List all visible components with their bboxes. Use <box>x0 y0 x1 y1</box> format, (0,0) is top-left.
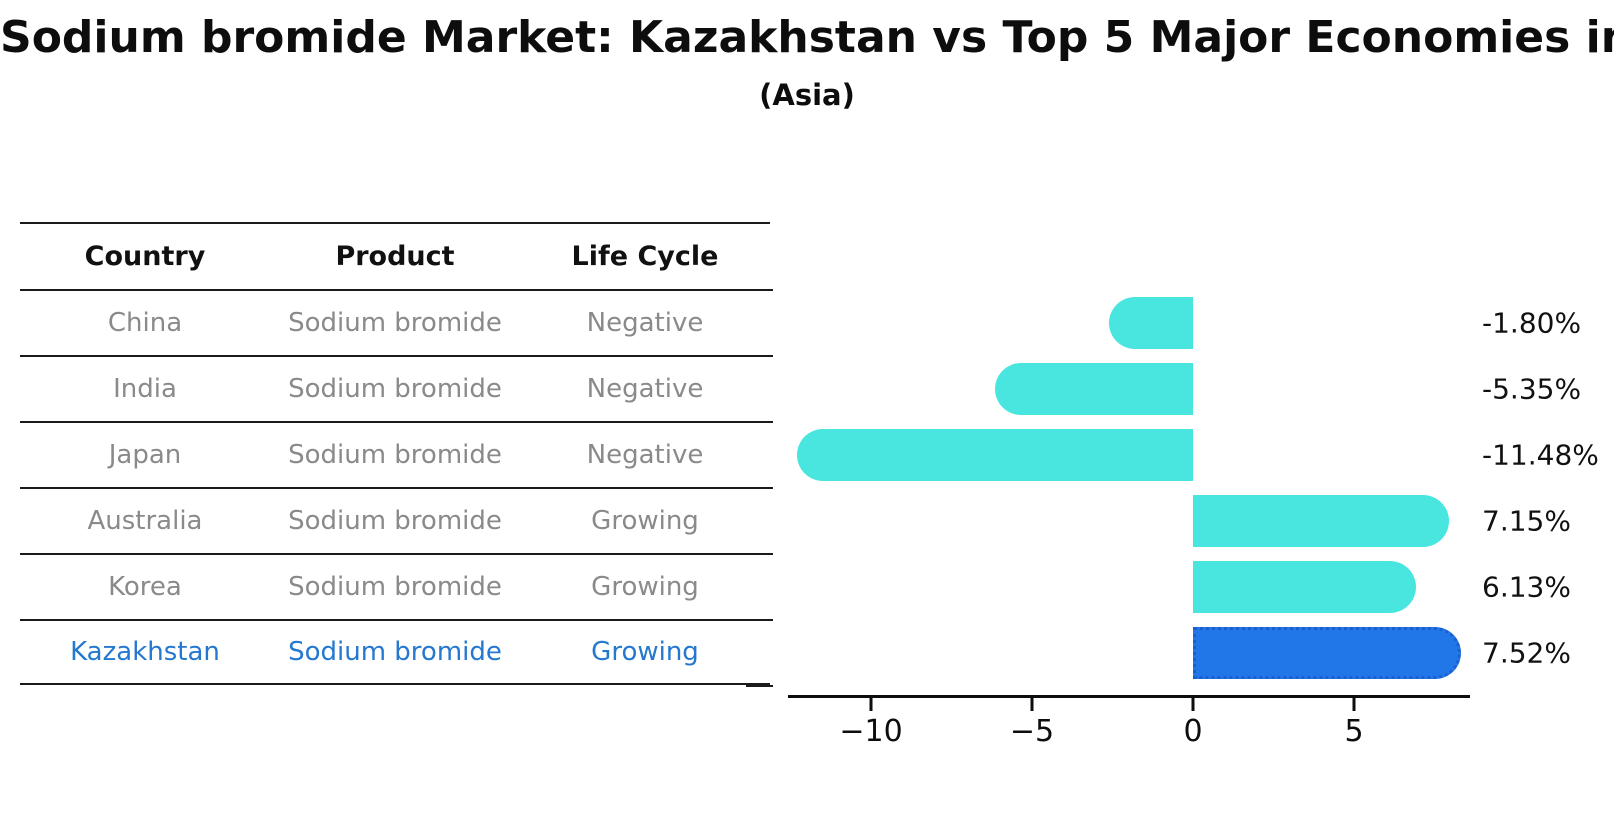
table-row-china: China Sodium bromide Negative <box>20 289 770 355</box>
value-label-australia: 7.15% <box>1482 504 1571 538</box>
bar-japan <box>797 429 1193 481</box>
cell-product: Sodium bromide <box>288 308 502 338</box>
value-label-korea: 6.13% <box>1482 570 1571 604</box>
cell-product: Sodium bromide <box>288 572 502 602</box>
cell-product: Sodium bromide <box>288 440 502 470</box>
y-axis-tick <box>746 289 773 291</box>
table-row-australia: Australia Sodium bromide Growing <box>20 487 770 553</box>
y-axis-tick <box>746 355 773 357</box>
cell-life-cycle: Growing <box>591 637 699 667</box>
bar-australia <box>1193 495 1450 547</box>
column-header-country: Country <box>84 241 206 272</box>
cell-life-cycle: Growing <box>591 506 699 536</box>
x-tick-label: 0 <box>1183 714 1203 749</box>
value-label-india: -5.35% <box>1482 372 1582 406</box>
column-header-product: Product <box>335 241 455 272</box>
bar-korea <box>1193 561 1417 613</box>
cell-country: China <box>107 308 183 338</box>
x-axis-tick <box>1191 698 1195 711</box>
y-axis-tick <box>746 487 773 489</box>
x-axis-line <box>788 695 1470 698</box>
cell-life-cycle: Negative <box>586 440 704 470</box>
cell-product: Sodium bromide <box>288 637 502 667</box>
chart-subtitle: (Asia) <box>759 78 855 112</box>
chart-title: Sodium bromide Market: Kazakhstan vs Top… <box>0 12 1614 63</box>
cell-country: Kazakhstan <box>70 637 220 667</box>
cell-country: India <box>113 374 177 404</box>
cell-product: Sodium bromide <box>288 374 502 404</box>
cell-country: Korea <box>108 572 182 602</box>
bar-kazakhstan <box>1193 627 1462 679</box>
x-tick-label: −5 <box>1009 714 1055 749</box>
y-axis-tick <box>746 619 773 621</box>
table-header-row: Country Product Life Cycle <box>20 222 770 289</box>
x-tick-label: 5 <box>1344 714 1364 749</box>
cell-life-cycle: Growing <box>591 572 699 602</box>
cell-product: Sodium bromide <box>288 506 502 536</box>
bar-india <box>994 363 1193 415</box>
x-axis-tick <box>1030 698 1034 711</box>
table-row-korea: Korea Sodium bromide Growing <box>20 553 770 619</box>
value-label-kazakhstan: 7.52% <box>1482 636 1571 670</box>
bar-china <box>1109 297 1193 349</box>
column-header-life-cycle: Life Cycle <box>571 241 719 272</box>
table-row-india: India Sodium bromide Negative <box>20 355 770 421</box>
value-label-china: -1.80% <box>1482 306 1582 340</box>
table-row-kazakhstan: Kazakhstan Sodium bromide Growing <box>20 619 770 685</box>
y-axis-tick <box>746 421 773 423</box>
value-label-japan: -11.48% <box>1482 438 1599 472</box>
x-axis-tick <box>1352 698 1356 711</box>
cell-life-cycle: Negative <box>586 308 704 338</box>
table-row-japan: Japan Sodium bromide Negative <box>20 421 770 487</box>
cell-country: Japan <box>108 440 182 470</box>
y-axis-tick <box>746 685 773 687</box>
cell-life-cycle: Negative <box>586 374 704 404</box>
y-axis-tick <box>746 553 773 555</box>
x-axis-tick <box>869 698 873 711</box>
x-tick-label: −10 <box>839 714 903 749</box>
cell-country: Australia <box>87 506 203 536</box>
